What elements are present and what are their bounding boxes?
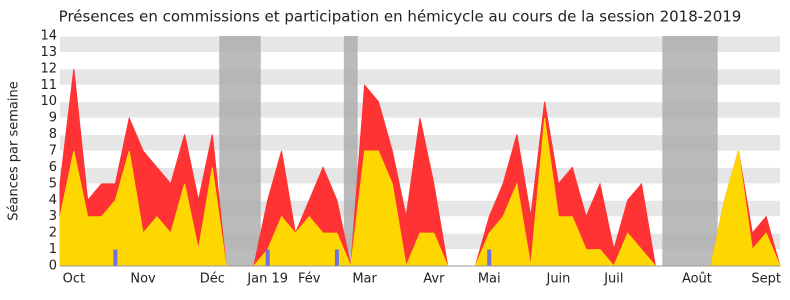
y-tick-label: 3 xyxy=(49,209,57,224)
y-tick-label: 13 xyxy=(40,45,57,60)
y-tick-label: 1 xyxy=(49,242,57,257)
x-tick-label: Mar xyxy=(352,272,377,287)
x-tick-label: Juil xyxy=(603,272,623,287)
y-tick-label: 10 xyxy=(40,94,57,109)
x-tick-label: Mai xyxy=(478,272,501,287)
x-tick-label: Déc xyxy=(200,272,225,287)
x-tick-label: Nov xyxy=(130,272,156,287)
bar xyxy=(487,249,492,266)
bar xyxy=(265,249,270,266)
x-tick-label: Jan 19 xyxy=(246,272,288,287)
y-axis-label: Séances par semaine xyxy=(7,81,22,220)
x-tick-label: Oct xyxy=(63,272,85,287)
shaded-period xyxy=(662,36,718,266)
y-tick-label: 9 xyxy=(49,111,57,126)
x-tick-label: Avr xyxy=(423,272,445,287)
y-tick-label: 14 xyxy=(40,29,57,44)
y-tick-label: 11 xyxy=(40,78,57,93)
y-tick-label: 12 xyxy=(40,61,57,76)
x-tick-label: Fév xyxy=(298,272,321,287)
y-tick-label: 8 xyxy=(49,127,57,142)
chart-title: Présences en commissions et participatio… xyxy=(59,8,742,26)
y-tick-label: 4 xyxy=(49,193,57,208)
y-tick-label: 5 xyxy=(49,176,57,191)
x-tick-label: Août xyxy=(682,272,712,287)
x-tick-label: Sept xyxy=(751,272,781,287)
y-tick-label: 2 xyxy=(49,226,57,241)
x-tick-label: Juin xyxy=(545,272,570,287)
bar xyxy=(113,249,118,266)
shaded-period xyxy=(219,36,261,266)
y-tick-label: 6 xyxy=(49,160,57,175)
y-tick-label: 0 xyxy=(49,259,57,274)
shaded-period xyxy=(343,36,358,266)
bar xyxy=(334,249,339,266)
y-tick-label: 7 xyxy=(49,144,57,159)
